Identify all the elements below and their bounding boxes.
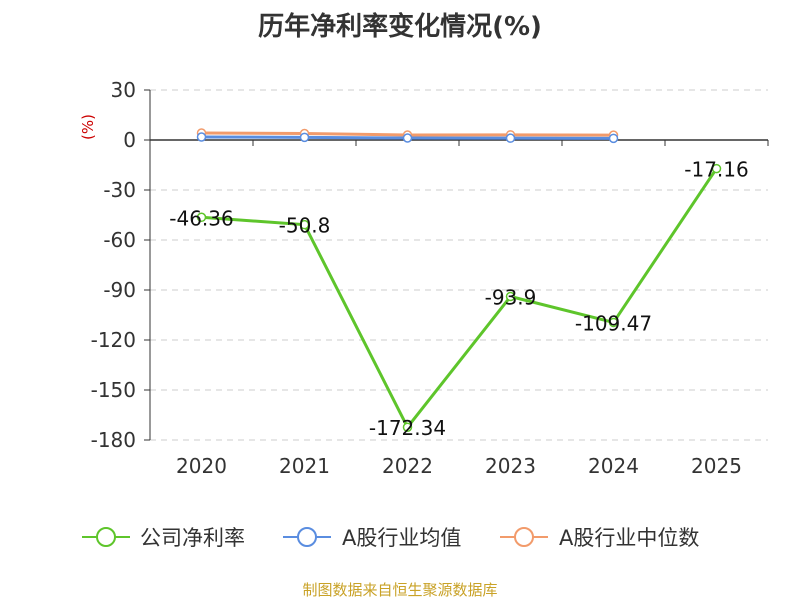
y-tick-label: -120 (91, 328, 136, 352)
data-label: -46.36 (169, 206, 233, 230)
axes: 30 0 -30 -60 -90 -120 -150 -180 2020 2021 2022 2023… (91, 78, 769, 478)
y-tick-label: -60 (103, 228, 136, 252)
x-tick-label: 2023 (485, 454, 536, 478)
legend-marker (96, 527, 116, 547)
data-point (608, 317, 619, 328)
data-point (402, 422, 413, 432)
legend-label: A股行业中位数 (559, 526, 699, 550)
data-point (711, 163, 722, 174)
x-tick-label: 2025 (691, 454, 742, 478)
x-tick-label: 2021 (279, 454, 330, 478)
legend-marker (297, 527, 317, 547)
data-label: -17.16 (684, 158, 748, 182)
data-label: -50.8 (279, 214, 331, 238)
data-point (299, 219, 310, 230)
grid-lines (150, 89, 768, 441)
data-label: -109.47 (575, 311, 652, 335)
y-tick-label: -90 (103, 278, 136, 302)
data-label: -93.9 (485, 286, 537, 310)
legend-label: 公司净利率 (140, 526, 245, 550)
legend: 公司净利率 A股行业均值 A股行业中位数 (82, 526, 699, 550)
y-tick-label: 0 (123, 128, 136, 152)
y-tick-label: -180 (91, 428, 136, 452)
data-point (505, 133, 516, 143)
series-line (201, 167, 718, 431)
legend-marker (514, 527, 534, 547)
data-point (196, 132, 207, 142)
x-tick-label: 2024 (588, 454, 639, 478)
x-tick-label: 2020 (176, 454, 227, 478)
source-note: 制图数据来自恒生聚源数据库 (302, 581, 497, 599)
y-tick-label: -30 (103, 178, 136, 202)
data-point (402, 133, 413, 143)
data-point (505, 291, 516, 302)
x-tick-label: 2022 (382, 454, 433, 478)
data-label: -172.34 (369, 416, 446, 440)
data-point (196, 212, 207, 223)
data-labels: -46.36 -50.8 -172.34 -93.9 -109.47 -17.16 (169, 158, 748, 441)
data-point (608, 133, 619, 144)
y-tick-label: 30 (111, 78, 136, 102)
y-tick-label: -150 (91, 378, 136, 402)
y-axis-unit: (%) (79, 114, 97, 140)
chart-title: 历年净利率变化情况(%) (258, 11, 542, 42)
series-lines (196, 128, 722, 432)
legend-label: A股行业均值 (342, 526, 461, 550)
data-point (299, 132, 310, 143)
